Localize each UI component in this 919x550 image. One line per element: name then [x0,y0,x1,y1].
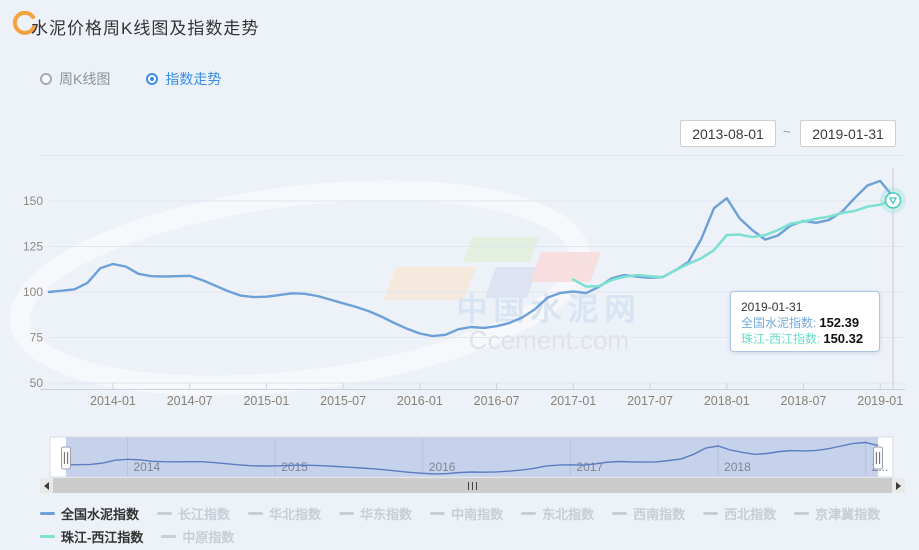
series-line-2 [571,199,895,288]
svg-text:2017-07: 2017-07 [627,394,673,408]
radio-weekly-kline[interactable]: 周K线图 [40,69,110,89]
legend-item[interactable]: 华北指数 [248,504,321,523]
tooltip-series-label: 珠江-西江指数: [741,332,821,346]
arrow-left-icon [44,481,49,490]
svg-text:2014-01: 2014-01 [90,394,136,408]
legend-item-label: 西南指数 [633,507,686,522]
svg-text:2018-07: 2018-07 [781,394,827,408]
series-line-1 [47,179,895,338]
legend-marker-icon [703,512,719,515]
legend-marker-icon [248,512,264,515]
legend-marker-icon [40,512,55,515]
date-range-separator: ~ [783,124,791,139]
radio-index-trend-label: 指数走势 [165,71,222,87]
arrow-right-icon [896,481,901,490]
chart-type-switch: 周K线图 指数走势 [40,69,221,89]
scrollbar-grip[interactable] [468,481,477,490]
navigator-selected-range[interactable] [66,437,878,477]
tooltip-series-value: 152.39 [819,315,860,330]
legend-item[interactable]: 东北指数 [521,504,594,523]
last-point-marker [880,187,906,214]
legend-item-label: 京津冀指数 [815,507,881,522]
legend-marker-icon [161,535,177,538]
legend-item[interactable]: 西北指数 [703,504,776,523]
navigator-right-handle[interactable] [873,446,883,470]
svg-text:2019-01: 2019-01 [857,394,903,408]
page-title: 水泥价格周K线图及指数走势 [31,19,260,38]
legend-item-label: 全国水泥指数 [61,507,140,522]
legend-item-label: 华东指数 [360,507,413,522]
legend-item[interactable]: 全国水泥指数 [40,504,139,523]
end-date-input[interactable]: 2019-01-31 [800,120,896,147]
radio-index-trend[interactable]: 指数走势 [146,69,221,89]
navigator-year-label: 2015 [281,460,308,474]
legend-item[interactable]: 中原指数 [161,527,234,546]
svg-text:2016-01: 2016-01 [397,394,443,408]
legend-item-label: 珠江-西江指数 [61,530,144,545]
chart-scrollbar[interactable] [40,478,905,493]
navigator-year-label: 2017 [576,460,603,474]
legend-marker-icon [794,512,810,515]
start-date-input[interactable]: 2013-08-01 [680,120,776,147]
scrollbar-track[interactable] [53,478,892,493]
radio-weekly-kline-label: 周K线图 [59,71,111,87]
svg-text:75: 75 [30,331,44,345]
legend-item-label: 华北指数 [269,507,322,522]
navigator-left-handle[interactable] [61,446,71,470]
legend-item-label: 中原指数 [182,530,235,545]
legend-marker-icon [430,512,446,515]
svg-text:2015-07: 2015-07 [320,394,366,408]
svg-text:2015-01: 2015-01 [243,394,289,408]
legend-item[interactable]: 中南指数 [430,504,503,523]
tooltip-date: 2019-01-31 [741,300,803,314]
legend-item-label: 东北指数 [542,507,595,522]
svg-text:2016-07: 2016-07 [474,394,520,408]
legend-item[interactable]: 长江指数 [157,504,230,523]
chart-tooltip: 2019-01-31 全国水泥指数: 152.39 珠江-西江指数: 150.32 [730,291,880,352]
legend-marker-icon [339,512,355,515]
legend-marker-icon [40,535,55,538]
scrollbar-right-arrow-button[interactable] [892,478,905,493]
legend-item[interactable]: 华东指数 [339,504,412,523]
legend-marker-icon [521,512,537,515]
svg-text:Ccement.com: Ccement.com [469,325,629,355]
svg-text:100: 100 [23,285,43,299]
navigator-year-label: 2016 [429,460,456,474]
svg-text:2018-01: 2018-01 [704,394,750,408]
legend-marker-icon [157,512,173,515]
legend-item[interactable]: 珠江-西江指数 [40,527,143,546]
navigator-year-label: 2018 [724,460,751,474]
svg-text:2014-07: 2014-07 [167,394,213,408]
radio-selected-icon [146,73,159,85]
svg-text:2017-01: 2017-01 [550,394,596,408]
scrollbar-left-arrow-button[interactable] [40,478,53,493]
range-navigator[interactable]: 201420152016201720182... [49,436,894,478]
navigator-series-line [65,441,879,475]
legend-item-label: 长江指数 [178,507,231,522]
legend-marker-icon [612,512,628,515]
svg-text:125: 125 [23,239,43,253]
tooltip-series-label: 全国水泥指数: [741,316,817,330]
legend-item-label: 西北指数 [724,507,777,522]
x-axis: 2014-01 2014-07 2015-01 2015-07 2016-01 2016-… [40,383,905,408]
tooltip-series-value: 150.32 [823,331,864,346]
svg-text:150: 150 [23,194,43,208]
svg-text:50: 50 [30,376,44,390]
navigator-year-label: 2014 [134,460,161,474]
legend-item[interactable]: 京津冀指数 [794,504,880,523]
ccement-logo-icon [12,11,36,35]
radio-unselected-icon [40,73,52,85]
legend-item-label: 中南指数 [451,507,504,522]
chart-legend: 全国水泥指数 长江指数 华北指数 华东指数 中南指数 东北指数 西南指数 西北指数 京津冀指数珠… [40,502,910,548]
legend-item[interactable]: 西南指数 [612,504,685,523]
